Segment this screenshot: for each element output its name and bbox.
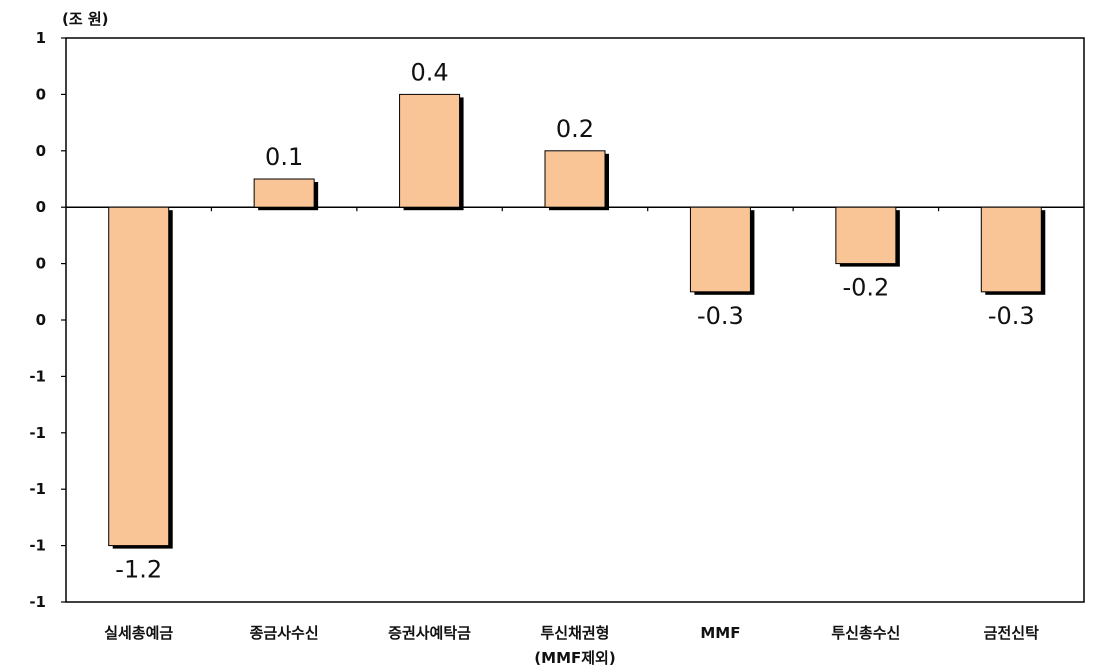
bar (399, 93, 461, 208)
bar (689, 206, 751, 293)
category-label: 투신채권형 (540, 624, 609, 642)
category-label: 증권사예탁금 (388, 624, 471, 642)
category-label: 금전신탁 (984, 624, 1039, 642)
bar (980, 206, 1042, 293)
y-tick-label: -1 (29, 367, 46, 385)
data-label: -0.2 (842, 274, 889, 302)
y-axis: 1 0 0 0 0 0 -1 -1 -1 -1 -1 (29, 29, 66, 611)
unit-label: (조 원) (62, 10, 109, 28)
category-labels: 실세총예금 종금사수신 증권사예탁금 투신채권형 (MMF제외) MMF 투신총수신 금전신탁 (104, 624, 1039, 667)
y-tick-label: -1 (29, 480, 46, 498)
category-label: 투신총수신 (831, 624, 900, 642)
data-label: -0.3 (988, 302, 1035, 330)
y-tick-label: 1 (36, 29, 46, 47)
category-label: 실세총예금 (104, 624, 173, 642)
bar (108, 206, 170, 547)
y-tick-label: 0 (36, 85, 46, 103)
bar (253, 178, 315, 208)
y-tick-label: -1 (29, 593, 46, 611)
category-label: 종금사수신 (250, 624, 319, 642)
category-sublabel: (MMF제외) (534, 649, 615, 667)
y-tick-label: 0 (36, 311, 46, 329)
data-label: 0.2 (556, 115, 594, 143)
y-tick-label: -1 (29, 537, 46, 555)
data-label: 0.1 (265, 143, 303, 171)
y-tick-label: 0 (36, 198, 46, 216)
category-label: MMF (700, 624, 740, 642)
y-tick-label: 0 (36, 255, 46, 273)
data-labels: -1.2 0.1 0.4 0.2 -0.3 -0.2 -0.3 (115, 58, 1034, 583)
bar (544, 150, 606, 208)
data-label: -1.2 (115, 556, 162, 584)
y-tick-label: 0 (36, 142, 46, 160)
y-tick-label: -1 (29, 424, 46, 442)
data-label: -0.3 (697, 302, 744, 330)
bar-series (108, 93, 1046, 549)
bar (835, 206, 897, 265)
data-label: 0.4 (410, 58, 448, 86)
